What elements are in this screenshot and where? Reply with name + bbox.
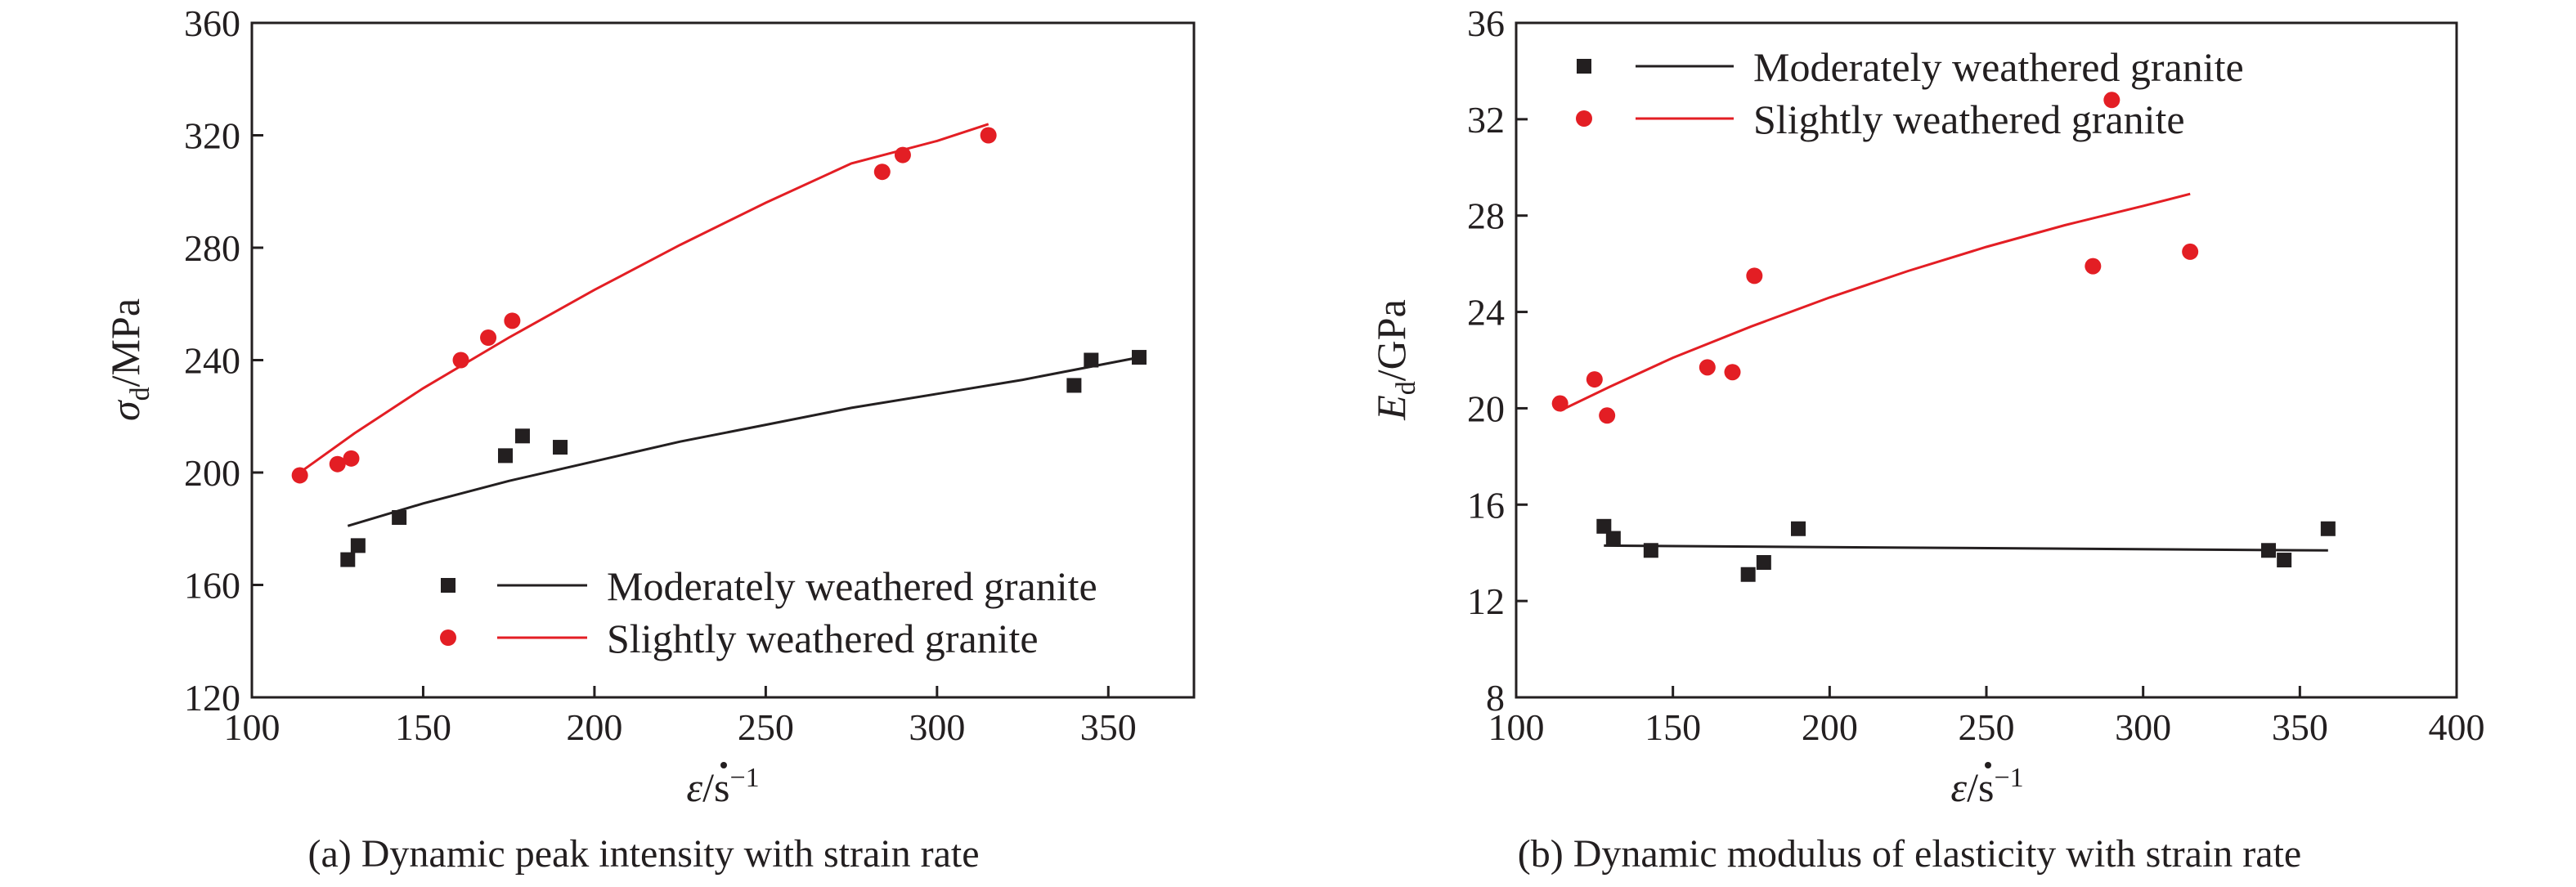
legend-label-slight: Slightly weathered granite	[607, 616, 1039, 661]
chart-a-legend: Moderately weathered granite Slightly we…	[440, 563, 1097, 661]
chart-b-x-axis-label: ε/s−1	[1950, 763, 2023, 810]
data-point-slightly	[2085, 258, 2102, 275]
fit-line-moderately	[347, 356, 1140, 527]
y-tick-label: 12	[1467, 580, 1505, 622]
legend-label-moderate: Moderately weathered granite	[1753, 44, 2244, 90]
y-tick-label: 320	[184, 115, 240, 157]
data-point-slightly	[1746, 267, 1763, 284]
chart-b-modulus: 100 150 200 250 300 350 400 8 12 16 20 24 28 32 36 Mod…	[1368, 2, 2485, 876]
x-tick-label: 150	[1645, 706, 1701, 748]
data-point-moderately	[2261, 543, 2276, 558]
x-tick-label: 200	[1802, 706, 1858, 748]
y-tick-label: 120	[184, 677, 240, 719]
chart-a-x-label-dot	[720, 762, 727, 768]
y-tick-label: 200	[184, 452, 240, 494]
x-tick-label: 150	[395, 706, 451, 748]
data-point-moderately	[1756, 555, 1771, 570]
legend-marker-slight	[1576, 110, 1592, 127]
x-tick-label: 300	[909, 706, 965, 748]
chart-a-fit-lines	[298, 123, 1140, 527]
chart-a-peak-intensity: 100 150 200 250 300 350120160200240280320360 …	[102, 2, 1196, 876]
y-tick-label: 20	[1467, 388, 1505, 429]
y-tick-label: 16	[1467, 484, 1505, 526]
y-tick-label: 8	[1486, 677, 1505, 719]
chart-b-ticks: 100 150 200 250 300 350 400 8 12 16 20 24 28 32 36	[1467, 2, 2485, 748]
chart-a-ticks: 100 150 200 250 300 350 120 160 200 240 280 320 360	[184, 2, 1137, 748]
chart-a-caption: (a) Dynamic peak intensity with strain r…	[307, 832, 979, 876]
data-point-moderately	[1596, 518, 1612, 534]
fit-line-moderately	[1604, 544, 2328, 552]
y-tick-label: 160	[184, 565, 240, 607]
data-point-slightly	[329, 455, 346, 473]
data-point-moderately	[1131, 350, 1147, 365]
data-point-moderately	[2320, 521, 2336, 536]
fit-line-slightly	[298, 123, 990, 474]
x-tick-label: 100	[224, 706, 280, 748]
y-tick-label: 240	[184, 340, 240, 382]
data-point-slightly	[1551, 395, 1568, 412]
x-tick-label: 200	[566, 706, 622, 748]
data-point-slightly	[1724, 364, 1741, 381]
data-point-slightly	[480, 329, 497, 346]
x-tick-label: 300	[2115, 706, 2171, 748]
x-tick-label: 400	[2429, 706, 2485, 748]
data-point-slightly	[873, 164, 891, 181]
data-point-slightly	[1699, 359, 1716, 376]
data-point-slightly	[2103, 92, 2120, 109]
y-tick-label: 360	[184, 2, 240, 44]
data-point-slightly	[1599, 407, 1616, 424]
data-point-moderately	[553, 440, 568, 455]
legend-marker-moderate	[1577, 59, 1591, 74]
x-tick-label: 350	[2272, 706, 2328, 748]
chart-b-x-label-dot	[1985, 762, 1991, 768]
data-point-slightly	[343, 450, 360, 467]
x-tick-label: 100	[1488, 706, 1545, 748]
y-tick-label: 32	[1467, 99, 1505, 141]
data-point-slightly	[894, 146, 911, 164]
legend-marker-slight	[440, 629, 456, 646]
y-tick-label: 28	[1467, 195, 1505, 237]
data-point-moderately	[1066, 378, 1082, 393]
data-point-moderately	[514, 428, 530, 444]
y-tick-label: 24	[1467, 292, 1505, 334]
x-tick-label: 250	[738, 706, 794, 748]
chart-b-data-points	[1551, 92, 2336, 582]
legend-marker-moderate	[441, 578, 456, 593]
data-point-moderately	[2277, 553, 2292, 568]
data-point-moderately	[497, 448, 513, 464]
data-point-slightly	[452, 352, 469, 369]
chart-a-y-axis-label: σd/MPa	[102, 298, 155, 421]
data-point-slightly	[504, 312, 521, 329]
fit-line-slightly	[1560, 192, 2191, 412]
y-tick-label: 280	[184, 227, 240, 269]
chart-b-y-axis-label: Ed/GPa	[1368, 299, 1421, 421]
y-tick-label: 36	[1467, 2, 1505, 44]
legend-label-moderate: Moderately weathered granite	[607, 563, 1097, 609]
data-point-slightly	[980, 127, 997, 144]
data-point-slightly	[291, 467, 308, 484]
data-point-moderately	[1643, 543, 1658, 558]
data-point-moderately	[392, 510, 407, 525]
chart-a-x-axis-label: ε/s−1	[686, 763, 759, 810]
data-point-moderately	[1740, 567, 1756, 582]
x-tick-label: 350	[1080, 706, 1137, 748]
chart-b-caption: (b) Dynamic modulus of elasticity with s…	[1518, 832, 2301, 876]
legend-label-slight: Slightly weathered granite	[1753, 96, 2185, 142]
data-point-moderately	[1605, 531, 1621, 546]
data-point-moderately	[1084, 352, 1099, 368]
data-point-moderately	[340, 552, 356, 567]
chart-b-fit-lines	[1560, 192, 2328, 552]
x-tick-label: 250	[1959, 706, 2015, 748]
data-point-moderately	[350, 538, 366, 553]
data-point-slightly	[2182, 243, 2199, 260]
data-point-slightly	[1586, 371, 1603, 388]
chart-b-legend: Moderately weathered granite Slightly we…	[1576, 44, 2244, 142]
data-point-moderately	[1791, 521, 1806, 536]
chart-a-data-points	[291, 127, 1147, 567]
